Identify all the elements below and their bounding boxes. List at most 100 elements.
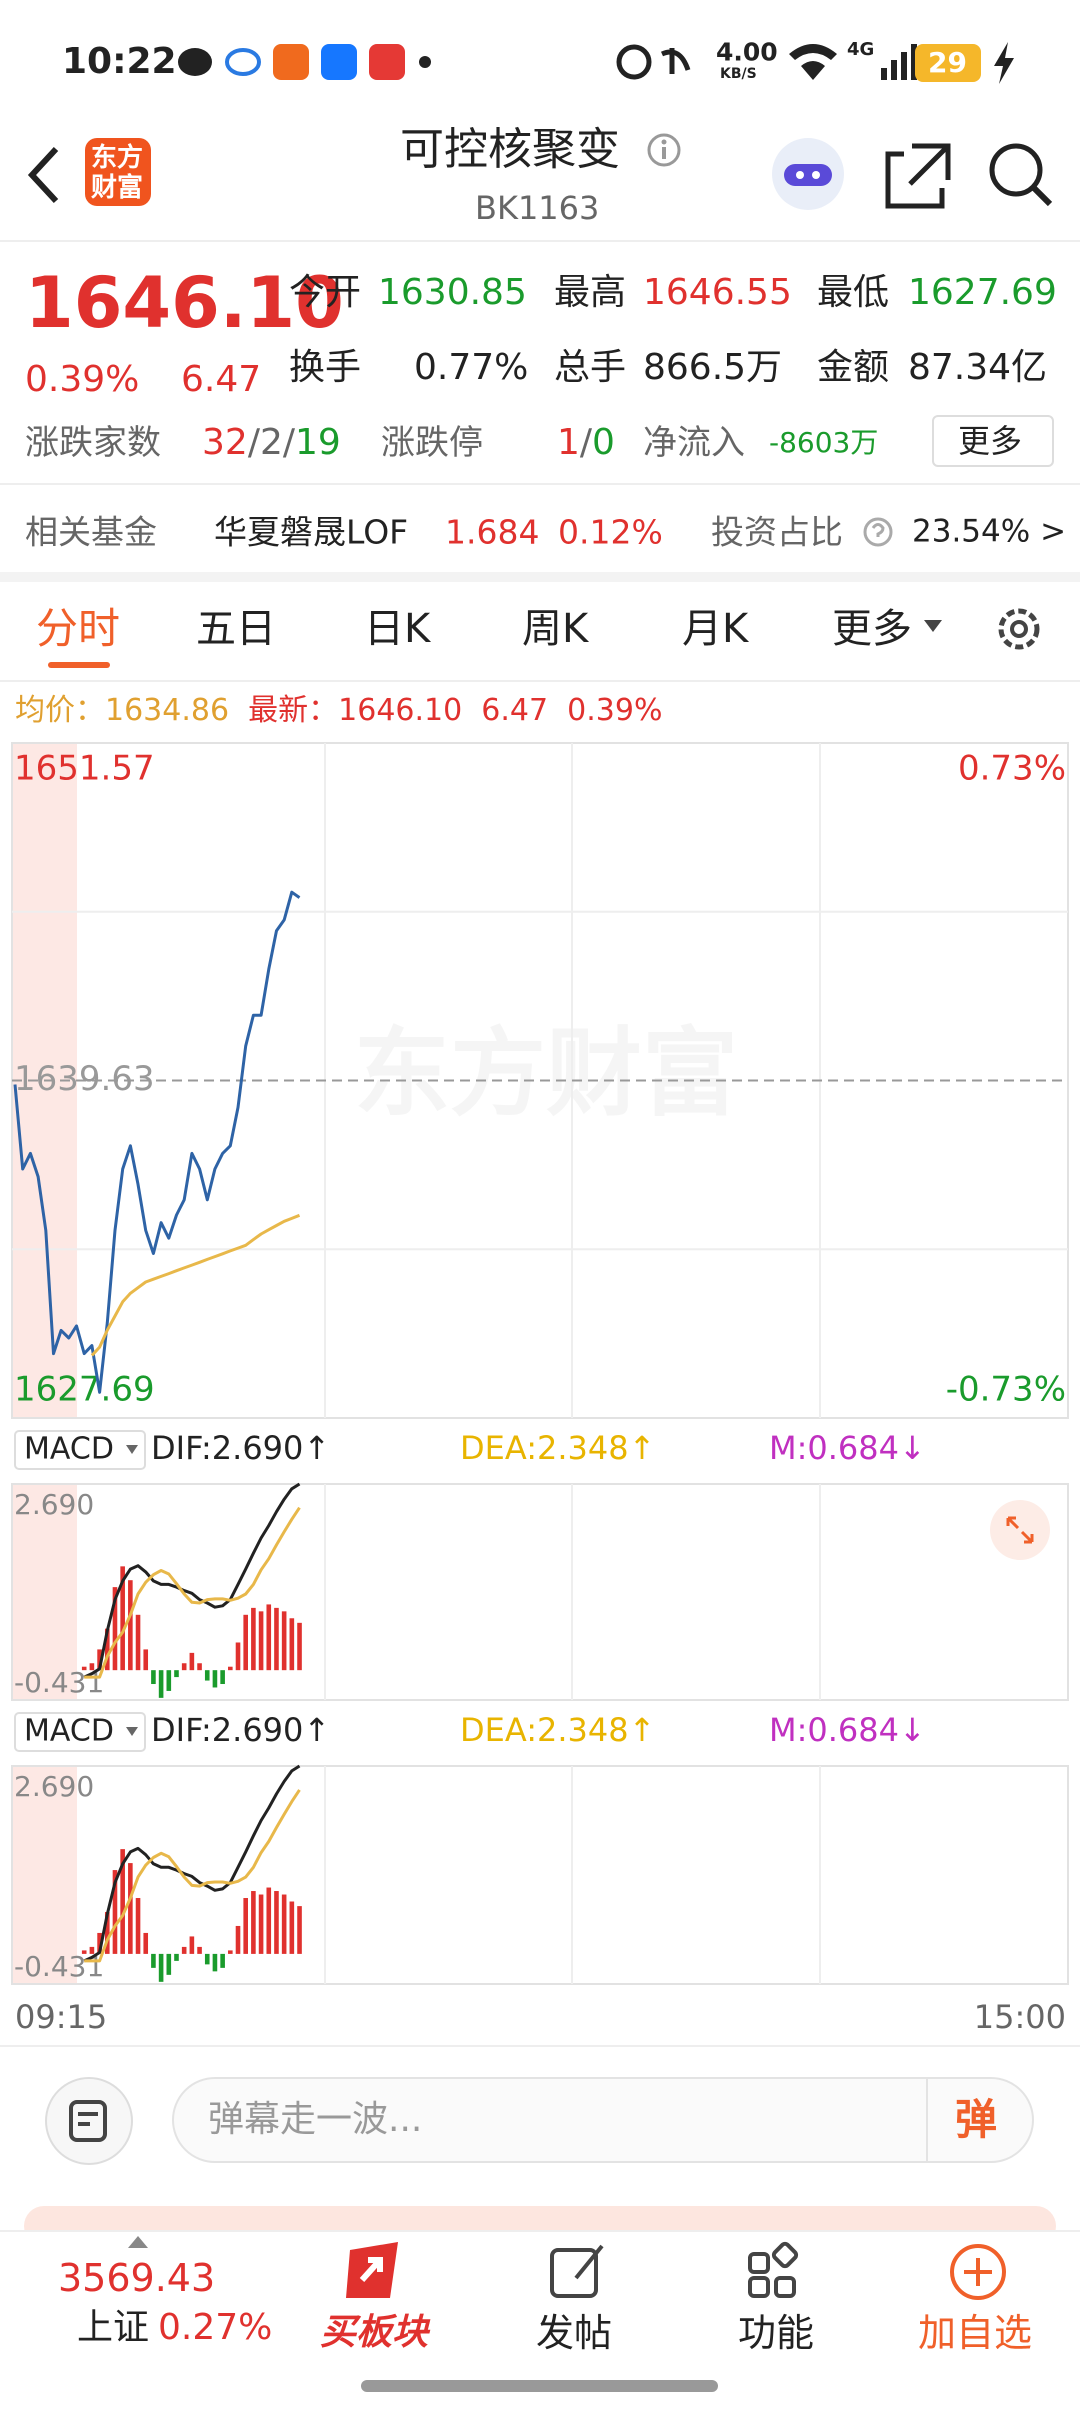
indicator-name: MACD (24, 1714, 114, 1749)
logo-text: 东方 (91, 143, 144, 173)
home-indicator (361, 2380, 718, 2392)
indicator-selector (14, 1712, 146, 1752)
stat-label: 金额 (817, 347, 890, 388)
index-value[interactable]: 3569.43 (58, 2256, 216, 2300)
change-pct: 0.39% (25, 359, 140, 400)
input-separator (926, 2079, 928, 2161)
pre-open-band (12, 1484, 77, 1700)
indicator-selector (14, 1430, 146, 1470)
macd-bar (243, 1898, 248, 1954)
macd-bar (235, 1925, 241, 1954)
macd-bar (112, 1587, 118, 1671)
macd-bar (204, 1670, 210, 1681)
macd-bar (128, 1863, 133, 1954)
stat-label: 最低 (817, 272, 890, 313)
macd-bar (97, 1649, 102, 1671)
net-unit: KB/S (720, 66, 757, 82)
status-icons (616, 44, 691, 80)
change: 6.47 (181, 359, 262, 400)
breadth-flat: /2/ (247, 422, 295, 463)
nav-item[interactable]: 发帖 (536, 2311, 613, 2355)
battery (915, 44, 981, 82)
macd-bar (204, 1953, 210, 1965)
tab[interactable]: 月K (682, 606, 749, 652)
comment-input[interactable] (172, 2077, 1034, 2163)
stat-label: 换手 (289, 347, 362, 388)
macd-bar (166, 1670, 172, 1691)
stat-value: 1630.85 (378, 272, 527, 313)
fund-price: 1.684 (445, 512, 540, 552)
app-logo (85, 138, 151, 206)
macd-bar (212, 1670, 218, 1688)
series-line (13, 890, 301, 1394)
expand-button[interactable] (990, 1500, 1050, 1560)
fund-label: 相关基金 (25, 512, 157, 552)
divider (0, 483, 1080, 485)
divider (0, 680, 1080, 682)
bottom-nav (0, 2230, 1080, 2414)
index-arrow (128, 2236, 148, 2248)
macd-bar (174, 1670, 179, 1678)
macd-bar (243, 1614, 248, 1671)
index-name[interactable]: 上证 (77, 2307, 150, 2348)
danmu-button[interactable]: 弹 (955, 2095, 998, 2144)
macd-bar (112, 1870, 118, 1954)
summary-change: 6.47 (481, 693, 549, 728)
macd-bar (89, 1663, 95, 1671)
macd-bar (81, 1950, 87, 1954)
macd-bar (104, 1628, 110, 1671)
tab[interactable]: 更多 (832, 606, 912, 652)
nav-item[interactable]: 买板块 (320, 2312, 429, 2353)
legend-entry: M:0.684↓ (769, 1429, 926, 1467)
nav-item[interactable]: 功能 (738, 2311, 815, 2355)
tab-active[interactable]: 分时 (36, 604, 121, 653)
last-label: 最新： (248, 693, 339, 728)
limit-up: 1 (557, 422, 580, 463)
macd-bar (274, 1607, 279, 1671)
more-button-label[interactable]: 更多 (958, 422, 1023, 460)
header-actions[interactable] (770, 134, 1070, 214)
ratio-arrow[interactable]: > (1040, 513, 1067, 550)
tab[interactable]: 日K (364, 606, 431, 652)
board-title: 可控核聚变 (400, 124, 620, 175)
index-change[interactable]: 0.27% (158, 2307, 273, 2348)
macd-bar (151, 1670, 156, 1685)
status-app-icons (178, 44, 431, 80)
dropdown-arrow (126, 1727, 138, 1736)
y-tick-label: -0.431 (14, 1666, 104, 1699)
stat-value: 1627.69 (908, 272, 1057, 313)
macd-bar (197, 1946, 202, 1954)
macd-bar (174, 1953, 179, 1961)
macd-bar (251, 1607, 256, 1671)
breadth-up: 32 (202, 422, 248, 463)
settings-icon[interactable] (992, 602, 1046, 656)
info-icon[interactable] (646, 132, 682, 168)
dropdown-arrow (126, 1445, 138, 1454)
comment-settings[interactable] (44, 2076, 134, 2166)
y-tick-label: 1651.57 (14, 749, 155, 789)
back-button[interactable] (24, 145, 64, 205)
comment-placeholder[interactable]: 弹幕走一波... (208, 2099, 423, 2140)
macd-bar (189, 1652, 195, 1671)
y-tick-label: 1639.63 (14, 1059, 155, 1099)
nav-item[interactable]: 加自选 (918, 2311, 1033, 2355)
tab[interactable]: 五日 (196, 606, 276, 652)
legend-entry: M:0.684↓ (769, 1711, 926, 1749)
limit: 1/0 (557, 425, 615, 461)
limit-sep: / (579, 422, 593, 463)
board-code: BK1163 (475, 189, 600, 227)
macd-bar (81, 1666, 87, 1671)
stat-value: 1646.55 (643, 272, 792, 313)
limit-down: 0 (592, 422, 615, 463)
macd-bar (120, 1566, 125, 1671)
tab[interactable]: 周K (522, 606, 589, 652)
help-icon[interactable] (862, 516, 894, 548)
macd-bar (289, 1618, 295, 1671)
fund-name[interactable]: 华夏磐晟LOF (214, 512, 409, 552)
flow-label: 净流入 (643, 423, 745, 463)
section-gap (0, 572, 1080, 582)
macd-bar (181, 1946, 187, 1954)
stat-value: 0.77% (414, 347, 529, 388)
macd-bar (220, 1953, 225, 1968)
more-button[interactable] (932, 415, 1054, 467)
